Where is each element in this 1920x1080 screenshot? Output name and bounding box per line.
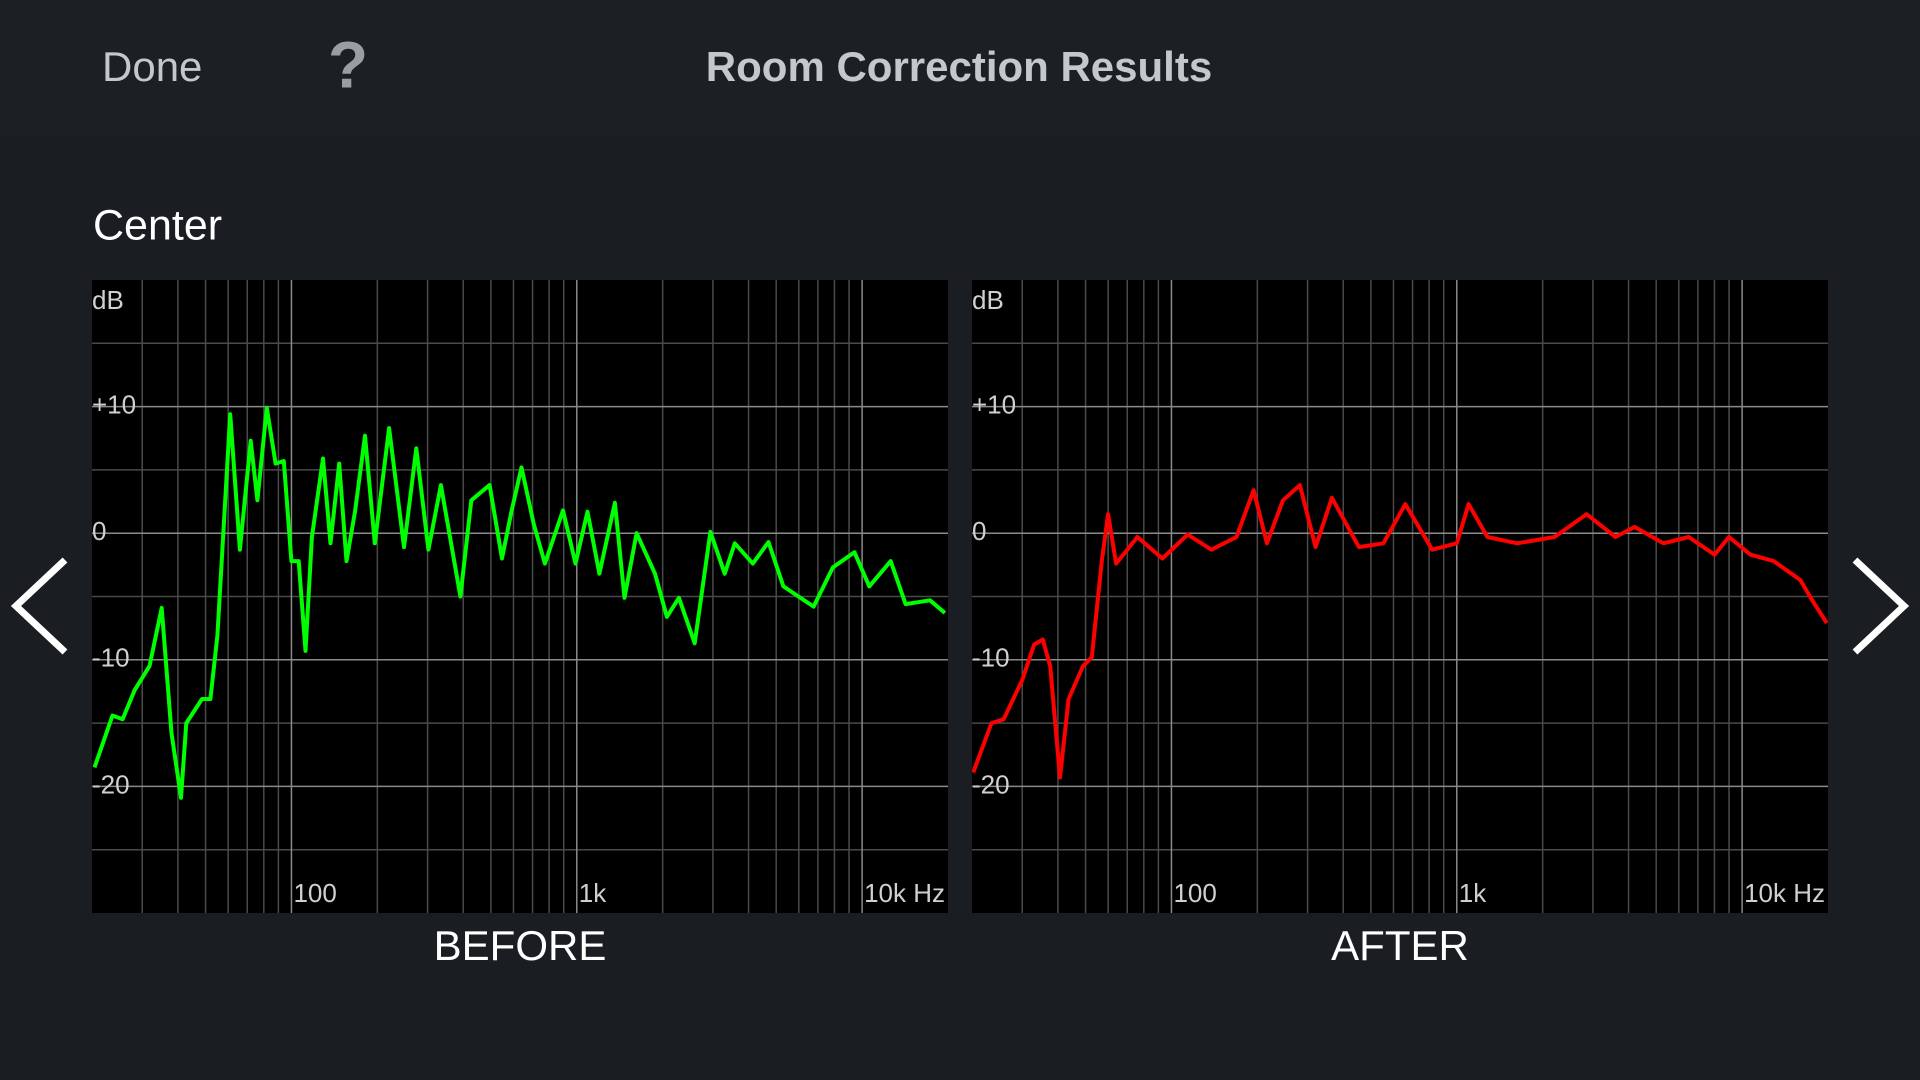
y-tick-label: +10 [92, 389, 136, 419]
header-bar [0, 0, 1920, 135]
help-button[interactable]: ? [328, 27, 368, 101]
y-tick-label: -10 [92, 643, 130, 673]
y-axis-label: dB [972, 285, 1004, 315]
chart: +10 0 -10 -20 100 1k 10k Hz dB AFTER [972, 280, 1828, 969]
y-axis-label: dB [92, 285, 124, 315]
next-arrow[interactable] [1852, 557, 1910, 655]
prev-arrow[interactable] [10, 557, 68, 655]
response-line [972, 483, 1828, 780]
y-tick-label: -20 [972, 769, 1010, 799]
x-tick-label: 100 [293, 878, 336, 908]
x-tick-label: 1k [579, 878, 607, 908]
page-title: Room Correction Results [706, 43, 1212, 90]
y-tick-label: +10 [972, 389, 1016, 419]
x-tick-label: 10k Hz [1744, 878, 1825, 908]
y-tick-label: -20 [92, 769, 130, 799]
y-tick-label: 0 [972, 516, 986, 546]
y-tick-label: 0 [92, 516, 106, 546]
chart-title: AFTER [1331, 922, 1469, 969]
x-tick-label: 1k [1459, 878, 1487, 908]
response-line [92, 405, 947, 800]
chart-title: BEFORE [434, 922, 607, 969]
y-tick-label: -10 [972, 643, 1010, 673]
section-label: Center [93, 201, 222, 249]
chart: +10 0 -10 -20 100 1k 10k Hz dB BEFORE [92, 280, 948, 969]
x-tick-label: 10k Hz [864, 878, 945, 908]
x-tick-label: 100 [1173, 878, 1216, 908]
done-button[interactable]: Done [102, 43, 202, 90]
